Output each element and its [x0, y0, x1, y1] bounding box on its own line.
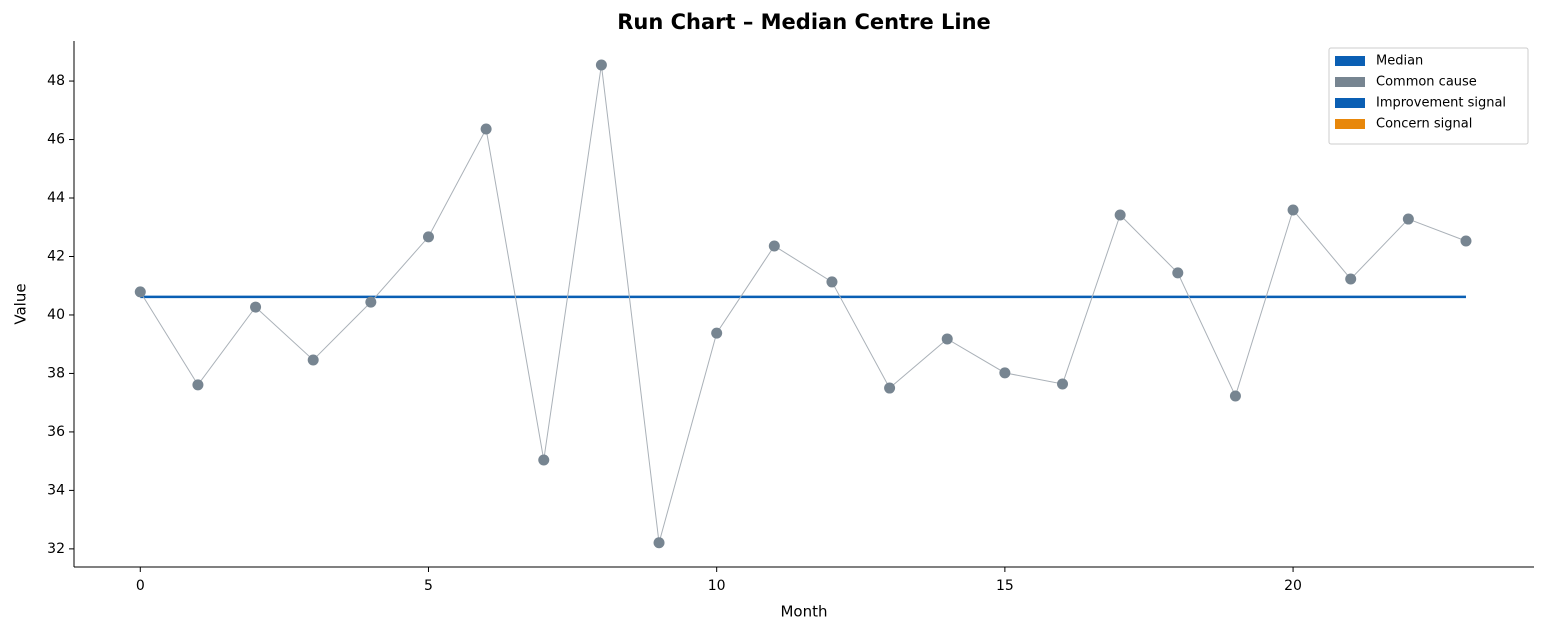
x-tick-label: 5	[424, 578, 433, 594]
point	[711, 327, 723, 339]
y-tick-label: 38	[47, 365, 65, 381]
point	[1460, 235, 1472, 247]
point	[941, 333, 953, 345]
y-tick-label: 42	[47, 248, 65, 264]
x-tick-label: 10	[708, 578, 726, 594]
point	[134, 286, 146, 298]
point	[1287, 204, 1299, 216]
point	[595, 59, 607, 71]
chart-title: Run Chart – Median Centre Line	[617, 10, 991, 34]
y-tick-label: 40	[47, 307, 65, 323]
point	[884, 382, 896, 394]
point	[1229, 390, 1241, 402]
legend-swatch	[1335, 56, 1365, 66]
series-line	[139, 64, 1467, 543]
point	[999, 367, 1011, 379]
point	[1057, 378, 1069, 390]
x-tick-label: 20	[1284, 578, 1302, 594]
point	[192, 379, 204, 391]
y-tick-label: 48	[47, 73, 65, 89]
point	[538, 454, 550, 466]
point	[422, 231, 434, 243]
point	[365, 296, 377, 308]
y-tick-label: 46	[47, 132, 65, 148]
x-tick-label: 0	[136, 578, 145, 594]
y-tick-label: 34	[47, 482, 65, 498]
point	[653, 537, 665, 549]
point	[480, 123, 492, 135]
point	[1402, 213, 1414, 225]
legend-swatch	[1335, 77, 1365, 87]
point	[1172, 267, 1184, 279]
y-tick-label: 32	[47, 541, 65, 557]
y-axis-label: Value	[12, 283, 30, 324]
legend-box	[1328, 47, 1529, 145]
legend-label: Median	[1376, 54, 1423, 69]
legend-label: Improvement signal	[1376, 96, 1506, 111]
point	[768, 240, 780, 252]
legend-swatch	[1335, 119, 1365, 129]
point	[250, 301, 262, 313]
point	[307, 354, 319, 366]
x-axis-label: Month	[780, 603, 827, 621]
point	[1345, 273, 1357, 285]
legend-label: Common cause	[1376, 75, 1477, 90]
point	[1114, 209, 1126, 221]
point	[826, 276, 838, 288]
legend-swatch	[1335, 98, 1365, 108]
y-tick-label: 36	[47, 424, 65, 440]
legend-label: Concern signal	[1376, 117, 1472, 132]
x-tick-label: 15	[996, 578, 1014, 594]
y-tick-label: 44	[47, 190, 65, 206]
